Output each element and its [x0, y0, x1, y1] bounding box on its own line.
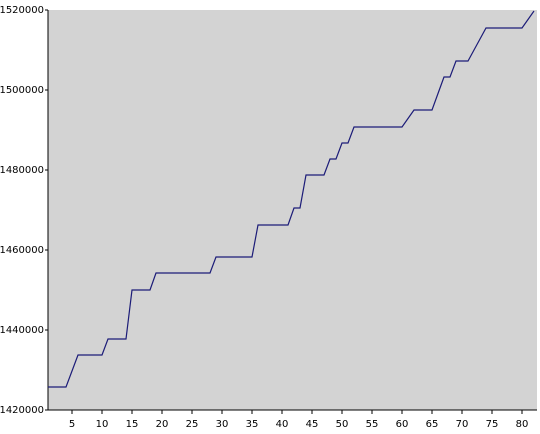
x-tick-label: 15 — [126, 419, 139, 430]
x-tick-label: 5 — [69, 419, 75, 430]
x-tick-label: 70 — [456, 419, 469, 430]
x-tick-label: 75 — [486, 419, 499, 430]
x-tick-label: 80 — [516, 419, 529, 430]
x-tick-label: 45 — [306, 419, 319, 430]
x-tick-label: 65 — [426, 419, 439, 430]
x-tick-label: 10 — [96, 419, 109, 430]
x-tick-label: 40 — [276, 419, 289, 430]
x-tick-label: 60 — [396, 419, 409, 430]
y-tick-label: 1500000 — [0, 85, 44, 96]
x-tick-label: 55 — [366, 419, 379, 430]
y-tick-label: 1460000 — [0, 245, 44, 256]
x-tick-label: 25 — [186, 419, 199, 430]
x-tick-label: 50 — [336, 419, 349, 430]
y-tick-label: 1440000 — [0, 325, 44, 336]
x-tick-label: 35 — [246, 419, 259, 430]
y-tick-label: 1520000 — [0, 5, 44, 16]
line-series — [48, 10, 535, 388]
y-tick-label: 1480000 — [0, 165, 44, 176]
plot-area — [48, 10, 537, 410]
x-tick-label: 20 — [156, 419, 169, 430]
x-tick-label: 30 — [216, 419, 229, 430]
y-tick-label: 1420000 — [0, 405, 44, 416]
